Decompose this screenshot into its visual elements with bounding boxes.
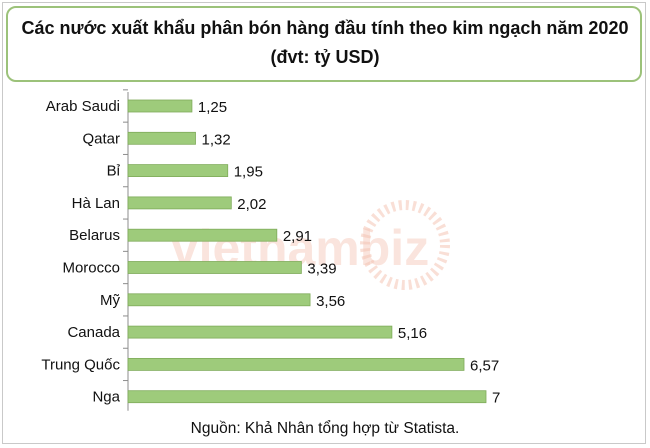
- category-label: Belarus: [69, 227, 120, 244]
- bar: [127, 228, 278, 242]
- bars: Arab Saudi 1,25 Qatar 1,32 Bỉ 1,95 Hà Lan 2,02 B…: [41, 89, 500, 407]
- category-label: Mỹ: [100, 292, 120, 309]
- category-label: Canada: [67, 324, 120, 341]
- category-label: Trung Quốc: [41, 356, 120, 373]
- data-label: 3,56: [316, 293, 345, 310]
- bar: [127, 261, 302, 274]
- data-label: 2,02: [237, 196, 266, 213]
- bar: [127, 325, 393, 339]
- chart-title: Các nước xuất khẩu phân bón hàng đầu tín…: [21, 18, 629, 38]
- bar: [127, 164, 229, 178]
- category-label: Hà Lan: [72, 195, 120, 212]
- bar: [127, 99, 193, 113]
- data-label: 1,25: [198, 99, 227, 116]
- title-box: [6, 6, 642, 82]
- data-label: 6,57: [470, 357, 499, 374]
- watermark-ring: [360, 200, 450, 290]
- bar: [127, 357, 465, 371]
- data-label: 7: [492, 390, 500, 407]
- chart-subtitle: (đvt: tỷ USD): [270, 47, 380, 67]
- category-label: Nga: [92, 389, 120, 406]
- data-label: 1,32: [202, 131, 231, 148]
- data-label: 1,95: [234, 164, 263, 181]
- category-label: Bỉ: [107, 163, 121, 180]
- category-label: Qatar: [82, 130, 120, 147]
- data-label: 3,39: [307, 261, 336, 278]
- bar: [127, 131, 196, 145]
- category-label: Arab Saudi: [46, 98, 120, 115]
- bar: [127, 196, 232, 210]
- data-label: 5,16: [398, 325, 427, 342]
- bar: [127, 293, 311, 307]
- data-label: 2,91: [283, 228, 312, 245]
- source-note: Nguồn: Khả Nhân tổng hợp từ Statista.: [190, 420, 460, 437]
- category-label: Morocco: [62, 260, 120, 277]
- bar: [127, 390, 487, 404]
